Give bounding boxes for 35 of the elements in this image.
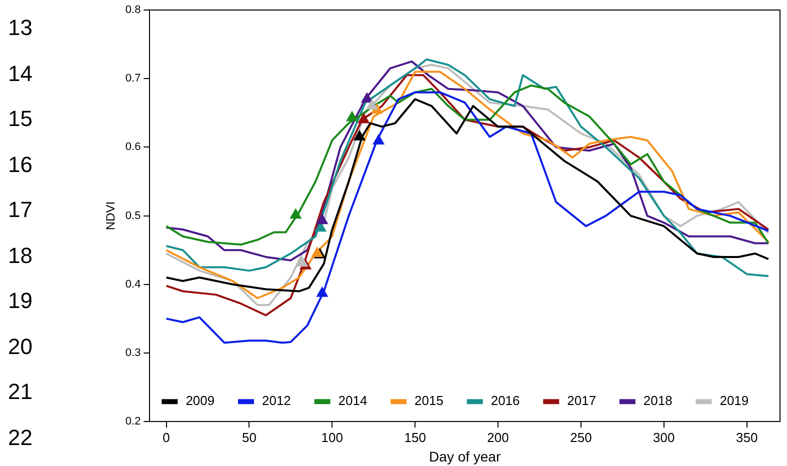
y-tick-label: 0.7 (125, 72, 141, 85)
text: 15 (8, 105, 34, 133)
legend-label: 2016 (490, 393, 520, 408)
x-tick-label: 200 (487, 430, 509, 445)
text: 18 (8, 242, 34, 270)
text: 14 (8, 60, 34, 88)
text: 17 (8, 196, 34, 224)
text: 21 (8, 378, 34, 406)
legend-label: 2018 (643, 393, 672, 408)
y-tick-label: 0.3 (125, 347, 141, 360)
legend-label: 2009 (186, 393, 215, 408)
x-tick-label: 250 (570, 430, 592, 445)
x-tick-label: 350 (736, 430, 758, 445)
x-tick-label: 50 (242, 430, 256, 445)
x-tick-label: 150 (404, 430, 426, 445)
x-tick-label: 0 (162, 430, 170, 445)
x-axis-title: Day of year (429, 448, 501, 464)
text: 22 (8, 424, 34, 452)
y-axis-title: NDVI (104, 201, 118, 230)
legend-label: 2014 (338, 393, 368, 408)
legend-label: 2019 (720, 393, 749, 408)
y-tick-label: 0.2 (125, 416, 141, 428)
legend-label: 2015 (414, 393, 444, 408)
x-tick-label: 300 (653, 430, 675, 445)
y-tick-label: 0.5 (125, 210, 141, 222)
text: 16 (8, 150, 34, 178)
y-tick-label: 0.6 (125, 141, 141, 154)
text: 20 (8, 332, 34, 360)
legend-label: 2017 (567, 393, 596, 408)
x-tick-label: 100 (321, 430, 343, 445)
text: 19 (8, 287, 34, 315)
text: 13 (8, 14, 34, 42)
y-tick-label: 0.4 (125, 278, 141, 290)
legend-label: 2012 (262, 393, 291, 408)
y-tick-label: 0.8 (125, 4, 141, 16)
